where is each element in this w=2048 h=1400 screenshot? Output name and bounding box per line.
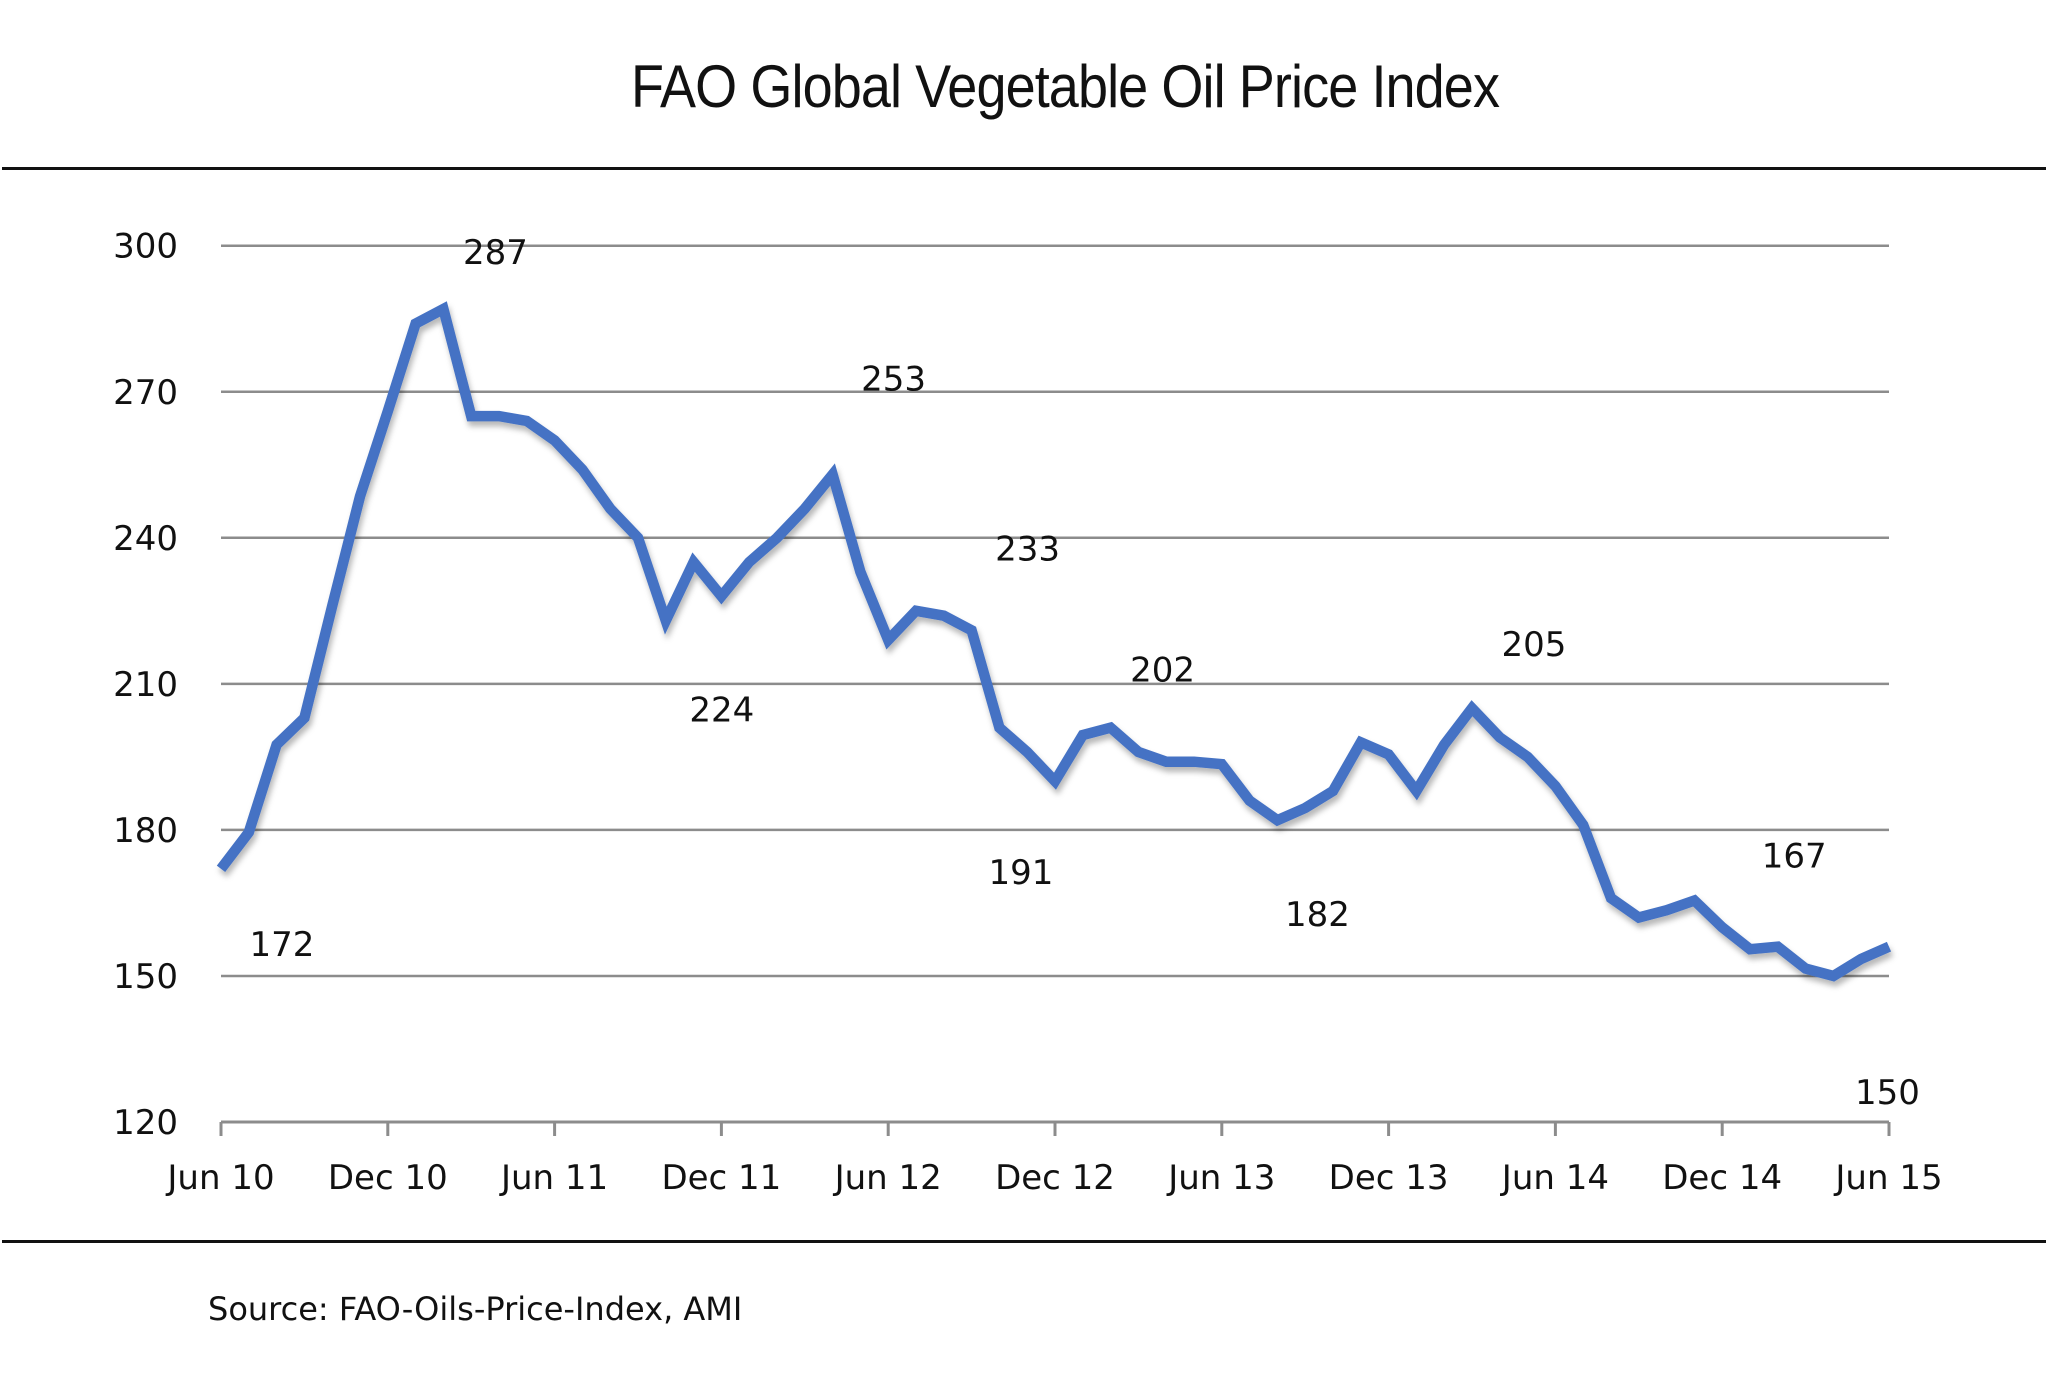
x-tick-label: Dec 13 xyxy=(1329,1158,1449,1198)
data-label: 172 xyxy=(250,925,315,965)
y-tick-label: 300 xyxy=(113,227,178,267)
bottom-divider xyxy=(2,1240,2046,1243)
data-label: 287 xyxy=(463,233,528,273)
x-tick-label: Jun 13 xyxy=(1166,1158,1275,1198)
data-label: 167 xyxy=(1762,836,1827,876)
chart-title: FAO Global Vegetable Oil Price Index xyxy=(630,53,1500,120)
data-labels: 172 287 224 253 233 191 202 182 205 167 150 xyxy=(250,233,1920,1113)
x-tick-label: Jun 11 xyxy=(499,1158,608,1198)
x-axis-ticks: Jun 10 Dec 10 Jun 11 Dec 11 Jun 12 Dec 12 Jun … xyxy=(165,1122,1943,1198)
source-note: Source: FAO-Oils-Price-Index, AMI xyxy=(208,1290,743,1328)
x-tick-label: Dec 11 xyxy=(661,1158,781,1198)
data-label: 205 xyxy=(1502,625,1567,665)
data-label: 233 xyxy=(995,529,1060,569)
x-tick-label: Jun 14 xyxy=(1500,1158,1609,1198)
series-group xyxy=(216,301,1892,982)
x-tick-label: Jun 10 xyxy=(165,1158,274,1198)
x-tick-label: Jun 12 xyxy=(833,1158,942,1198)
data-label: 224 xyxy=(689,691,754,731)
data-label: 253 xyxy=(861,360,926,400)
data-label: 202 xyxy=(1130,651,1195,691)
y-tick-label: 240 xyxy=(113,519,178,559)
x-tick-label: Jun 15 xyxy=(1833,1158,1942,1198)
y-tick-label: 270 xyxy=(113,373,178,413)
top-divider xyxy=(2,167,2046,170)
y-axis-ticks: 300 270 240 210 180 150 120 xyxy=(113,227,178,1143)
y-tick-label: 180 xyxy=(113,811,178,851)
data-label: 150 xyxy=(1855,1073,1920,1113)
series-line xyxy=(216,301,1892,982)
y-tick-label: 210 xyxy=(113,665,178,705)
gridlines xyxy=(221,244,1889,978)
data-label: 191 xyxy=(989,853,1054,893)
y-tick-label: 120 xyxy=(113,1103,178,1143)
x-tick-label: Dec 14 xyxy=(1662,1158,1782,1198)
y-tick-label: 150 xyxy=(113,957,178,997)
x-tick-label: Dec 10 xyxy=(328,1158,448,1198)
x-tick-label: Dec 12 xyxy=(995,1158,1115,1198)
data-label: 182 xyxy=(1285,895,1350,935)
